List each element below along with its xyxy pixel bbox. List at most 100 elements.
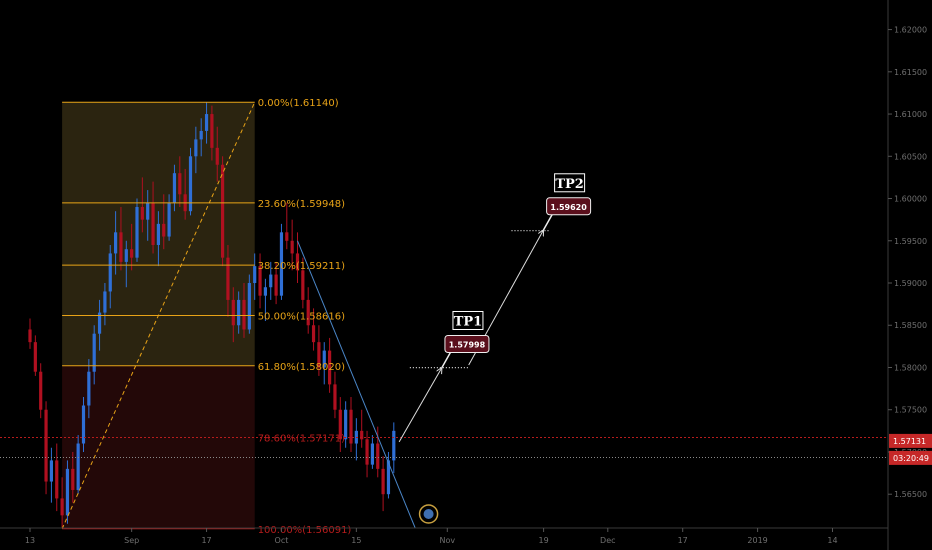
candle-body[interactable] (269, 274, 273, 288)
downtrend-line[interactable] (297, 240, 416, 529)
candle-body[interactable] (263, 287, 267, 296)
fib-level-label: 38.20%(1.59211) (258, 261, 345, 272)
candle-body[interactable] (65, 468, 70, 516)
candle-body[interactable] (381, 468, 385, 495)
current-price-value: 1.57131 (893, 437, 926, 446)
candle-body[interactable] (258, 266, 262, 296)
candle-body[interactable] (204, 114, 209, 131)
candle-body[interactable] (92, 333, 96, 372)
candle-body[interactable] (146, 202, 150, 220)
candle-body[interactable] (60, 498, 64, 516)
candle-body[interactable] (376, 443, 380, 469)
candle-body[interactable] (338, 409, 342, 440)
candle-body[interactable] (55, 460, 59, 499)
current-price-marker[interactable] (889, 433, 932, 448)
candle-body[interactable] (295, 253, 300, 271)
time-tick-label: Oct (275, 536, 289, 545)
candle-body[interactable] (392, 430, 396, 461)
target-badge[interactable] (444, 334, 490, 353)
time-tick-label: 13 (25, 536, 35, 545)
candle-body[interactable] (71, 468, 75, 490)
candle-body[interactable] (140, 206, 144, 220)
candle-body[interactable] (279, 232, 284, 296)
target-title: TP1 (454, 314, 483, 329)
target-title: TP2 (555, 177, 584, 192)
candle-body[interactable] (247, 283, 251, 330)
candle-body[interactable] (231, 299, 235, 326)
fib-trend-line[interactable] (61, 102, 256, 529)
candle-body[interactable] (97, 312, 102, 334)
candle-body[interactable] (135, 206, 139, 258)
candle-body[interactable] (306, 299, 310, 326)
countdown-timer: 03:20:49 (893, 454, 929, 463)
candle-body[interactable] (39, 371, 43, 410)
price-tick-label: 1.62000 (894, 26, 927, 35)
fib-zone-lower (62, 365, 255, 529)
candle-body[interactable] (162, 223, 166, 237)
candle-body[interactable] (44, 409, 48, 482)
candle-body[interactable] (274, 274, 278, 296)
candle-body[interactable] (103, 291, 107, 313)
candle-body[interactable] (130, 249, 134, 258)
candle-body[interactable] (108, 253, 112, 292)
event-icon-core (423, 509, 434, 519)
candle-body[interactable] (328, 350, 332, 385)
target-arrow-1[interactable] (398, 367, 442, 443)
fib-level-label: 78.60%(1.57171) (258, 434, 345, 445)
fib-level-label: 61.80%(1.58020) (258, 362, 345, 373)
candle-body[interactable] (301, 270, 305, 300)
candle-body[interactable] (317, 342, 321, 368)
candle-body[interactable] (156, 223, 160, 245)
candle-body[interactable] (344, 409, 348, 440)
candle-body[interactable] (28, 329, 32, 343)
target-value: 1.59620 (550, 203, 587, 212)
candle-body[interactable] (210, 114, 214, 148)
candle-body[interactable] (76, 443, 80, 490)
candle-body[interactable] (178, 173, 182, 195)
candle-body[interactable] (151, 202, 155, 245)
candle-body[interactable] (333, 384, 337, 410)
candle-body[interactable] (322, 350, 326, 368)
candle-body[interactable] (349, 409, 353, 444)
candle-body[interactable] (119, 232, 123, 262)
price-tick-label: 1.61500 (894, 68, 927, 77)
price-tick-label: 1.57500 (894, 406, 927, 415)
candle-body[interactable] (221, 164, 225, 258)
candle-body[interactable] (290, 240, 294, 254)
time-tick-label: 2019 (747, 536, 767, 545)
fib-level-label: 0.00%(1.61140) (258, 98, 339, 109)
candle-body[interactable] (386, 460, 391, 495)
candle-body[interactable] (124, 249, 128, 262)
candle-body[interactable] (194, 139, 198, 157)
target-pointer (542, 213, 554, 231)
candle-body[interactable] (365, 439, 369, 465)
target-title-box[interactable] (452, 310, 484, 330)
time-tick-label: Dec (600, 536, 615, 545)
candle-body[interactable] (49, 460, 53, 482)
candle-body[interactable] (114, 232, 118, 254)
candle-body[interactable] (285, 232, 289, 241)
candle-body[interactable] (360, 430, 364, 440)
candle-body[interactable] (87, 371, 91, 406)
candle-body[interactable] (167, 202, 171, 237)
candle-body[interactable] (226, 257, 230, 300)
candle-body[interactable] (242, 299, 246, 330)
candle-body[interactable] (370, 443, 374, 465)
target-title-box[interactable] (554, 173, 586, 193)
candle-body[interactable] (237, 299, 241, 326)
target-badge[interactable] (546, 197, 592, 216)
candle-body[interactable] (188, 156, 193, 212)
candle-body[interactable] (199, 130, 203, 140)
candle-body[interactable] (81, 405, 86, 444)
candle-body[interactable] (253, 266, 257, 284)
time-tick-label: Sep (124, 536, 139, 545)
candle-body[interactable] (215, 147, 219, 165)
candle-body[interactable] (172, 173, 177, 203)
fib-level-label: 50.00%(1.58616) (258, 311, 345, 322)
candle-body[interactable] (311, 325, 316, 343)
price-tick-label: 1.60000 (894, 195, 927, 204)
candle-body[interactable] (33, 342, 37, 372)
price-tick-label: 1.58500 (894, 321, 927, 330)
